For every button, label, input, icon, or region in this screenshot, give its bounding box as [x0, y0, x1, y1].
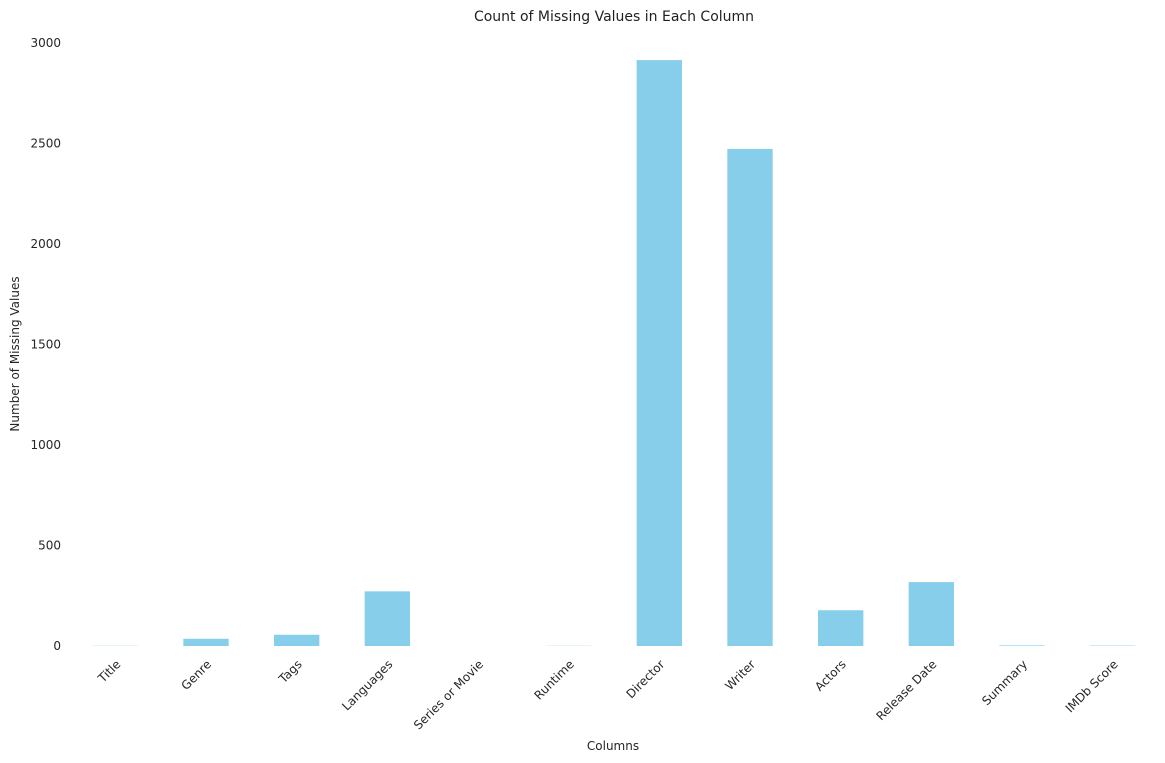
x-tick-label: Writer — [722, 657, 758, 693]
bar — [727, 148, 773, 646]
x-tick-label: Tags — [275, 657, 304, 686]
bar — [908, 582, 954, 646]
bar — [274, 634, 320, 646]
y-axis-ticks: 0 500 1000 1500 2000 2500 3000 — [30, 36, 61, 653]
x-axis-ticks: Title Genre Tags Languages Series or Movie Ru… — [95, 657, 1121, 732]
y-tick-label: 1500 — [30, 338, 61, 352]
x-tick-label: Title — [95, 657, 124, 686]
y-tick-label: 3000 — [30, 36, 61, 50]
bars — [92, 60, 1136, 646]
bar — [183, 638, 229, 646]
y-tick-label: 0 — [53, 639, 61, 653]
bar — [818, 610, 864, 646]
chart-title: Count of Missing Values in Each Column — [474, 9, 754, 25]
x-tick-label: Languages — [339, 657, 395, 713]
x-axis-label: Columns — [587, 739, 639, 753]
y-tick-label: 2500 — [30, 137, 61, 151]
bar — [364, 591, 410, 646]
x-tick-label: Director — [623, 657, 667, 701]
x-tick-label: Runtime — [531, 657, 576, 702]
bar — [999, 645, 1045, 646]
y-tick-label: 2000 — [30, 237, 61, 251]
x-tick-label: IMDb Score — [1063, 657, 1121, 715]
x-tick-label: Release Date — [873, 657, 939, 723]
y-tick-label: 1000 — [30, 438, 61, 452]
bar — [636, 60, 682, 646]
x-tick-label: Summary — [979, 657, 1030, 708]
x-tick-label: Genre — [179, 657, 215, 693]
y-tick-label: 500 — [38, 539, 61, 553]
x-tick-label: Series or Movie — [411, 657, 486, 732]
y-axis-label: Number of Missing Values — [8, 276, 22, 431]
x-tick-label: Actors — [812, 657, 849, 694]
